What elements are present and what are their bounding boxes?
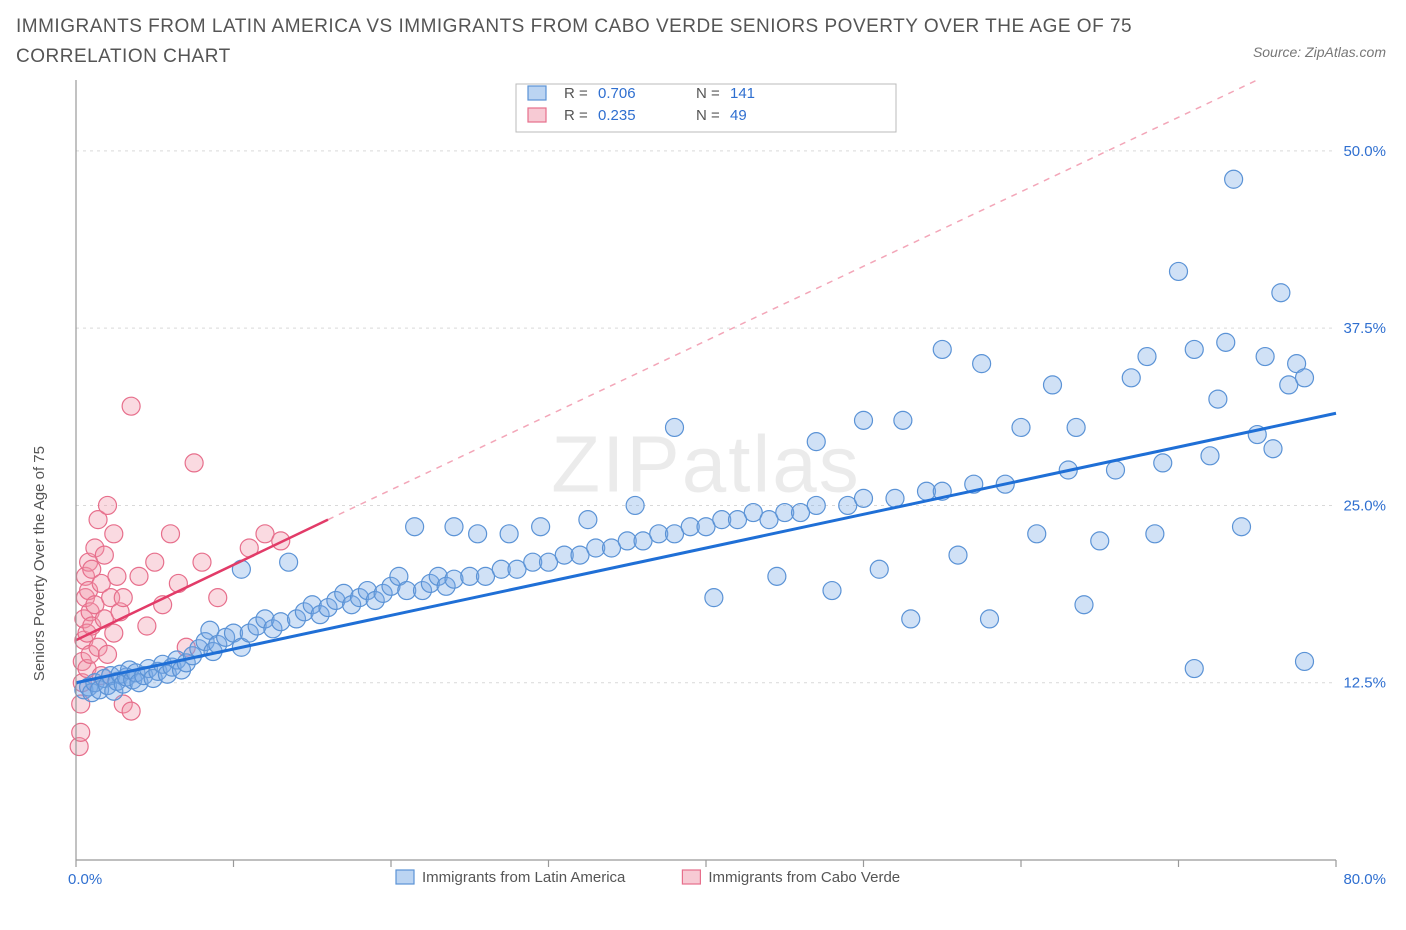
data-point bbox=[406, 518, 424, 536]
legend-swatch bbox=[396, 870, 414, 884]
data-point bbox=[1091, 532, 1109, 550]
data-point bbox=[1138, 348, 1156, 366]
data-point bbox=[1256, 348, 1274, 366]
data-point bbox=[99, 645, 117, 663]
data-point bbox=[1296, 652, 1314, 670]
data-point bbox=[705, 589, 723, 607]
data-point bbox=[768, 567, 786, 585]
data-point bbox=[272, 613, 290, 631]
stat-n-value: 49 bbox=[730, 107, 747, 124]
data-point bbox=[108, 567, 126, 585]
chart-container: ZIPatlas12.5%25.0%37.5%50.0%0.0%80.0%Sen… bbox=[16, 80, 1390, 920]
y-tick-label: 25.0% bbox=[1343, 497, 1386, 514]
data-point bbox=[1170, 262, 1188, 280]
data-point bbox=[162, 525, 180, 543]
data-point bbox=[1201, 447, 1219, 465]
data-point bbox=[1264, 440, 1282, 458]
chart-title: IMMIGRANTS FROM LATIN AMERICA VS IMMIGRA… bbox=[16, 12, 1266, 73]
data-point bbox=[114, 589, 132, 607]
data-point bbox=[666, 418, 684, 436]
data-point bbox=[1154, 454, 1172, 472]
data-point bbox=[1185, 340, 1203, 358]
data-point bbox=[445, 518, 463, 536]
stat-n-label: N = bbox=[696, 107, 720, 124]
data-point bbox=[1067, 418, 1085, 436]
stat-r-label: R = bbox=[564, 85, 588, 102]
y-tick-label: 50.0% bbox=[1343, 143, 1386, 160]
data-point bbox=[973, 355, 991, 373]
correlation-scatter-chart: ZIPatlas12.5%25.0%37.5%50.0%0.0%80.0%Sen… bbox=[16, 80, 1390, 920]
stat-r-value: 0.235 bbox=[598, 107, 636, 124]
y-axis-label: Seniors Poverty Over the Age of 75 bbox=[31, 446, 48, 681]
data-point bbox=[105, 624, 123, 642]
data-point bbox=[933, 340, 951, 358]
data-point bbox=[193, 553, 211, 571]
data-point bbox=[1075, 596, 1093, 614]
data-point bbox=[1296, 369, 1314, 387]
data-point bbox=[626, 496, 644, 514]
stat-n-label: N = bbox=[696, 85, 720, 102]
data-point bbox=[823, 582, 841, 600]
legend-swatch bbox=[682, 870, 700, 884]
data-point bbox=[185, 454, 203, 472]
data-point bbox=[1122, 369, 1140, 387]
data-point bbox=[855, 489, 873, 507]
data-point bbox=[579, 511, 597, 529]
data-point bbox=[1146, 525, 1164, 543]
data-point bbox=[1233, 518, 1251, 536]
data-point bbox=[1225, 170, 1243, 188]
data-point bbox=[469, 525, 487, 543]
data-point bbox=[1217, 333, 1235, 351]
data-point bbox=[1107, 461, 1125, 479]
data-point bbox=[105, 525, 123, 543]
data-point bbox=[95, 546, 113, 564]
data-point bbox=[949, 546, 967, 564]
data-point bbox=[169, 574, 187, 592]
y-tick-label: 37.5% bbox=[1343, 320, 1386, 337]
y-tick-label: 12.5% bbox=[1343, 675, 1386, 692]
legend-label: Immigrants from Latin America bbox=[422, 869, 626, 886]
x-min-label: 0.0% bbox=[68, 871, 102, 888]
data-point bbox=[146, 553, 164, 571]
stat-r-value: 0.706 bbox=[598, 85, 636, 102]
data-point bbox=[280, 553, 298, 571]
data-point bbox=[1044, 376, 1062, 394]
data-point bbox=[807, 433, 825, 451]
stat-n-value: 141 bbox=[730, 85, 755, 102]
data-point bbox=[138, 617, 156, 635]
data-point bbox=[894, 411, 912, 429]
data-point bbox=[99, 496, 117, 514]
data-point bbox=[532, 518, 550, 536]
data-point bbox=[122, 702, 140, 720]
legend-swatch bbox=[528, 108, 546, 122]
data-point bbox=[1012, 418, 1030, 436]
data-point bbox=[1272, 284, 1290, 302]
data-point bbox=[445, 570, 463, 588]
x-max-label: 80.0% bbox=[1343, 871, 1386, 888]
data-point bbox=[807, 496, 825, 514]
data-point bbox=[130, 567, 148, 585]
data-point bbox=[1185, 660, 1203, 678]
data-point bbox=[981, 610, 999, 628]
data-point bbox=[1209, 390, 1227, 408]
data-point bbox=[855, 411, 873, 429]
data-point bbox=[122, 397, 140, 415]
data-point bbox=[902, 610, 920, 628]
data-point bbox=[209, 589, 227, 607]
source-attribution: Source: ZipAtlas.com bbox=[1253, 44, 1386, 60]
data-point bbox=[1028, 525, 1046, 543]
stat-r-label: R = bbox=[564, 107, 588, 124]
data-point bbox=[500, 525, 518, 543]
data-point bbox=[870, 560, 888, 578]
data-point bbox=[72, 723, 90, 741]
data-point bbox=[886, 489, 904, 507]
legend-swatch bbox=[528, 86, 546, 100]
legend-label: Immigrants from Cabo Verde bbox=[708, 869, 900, 886]
